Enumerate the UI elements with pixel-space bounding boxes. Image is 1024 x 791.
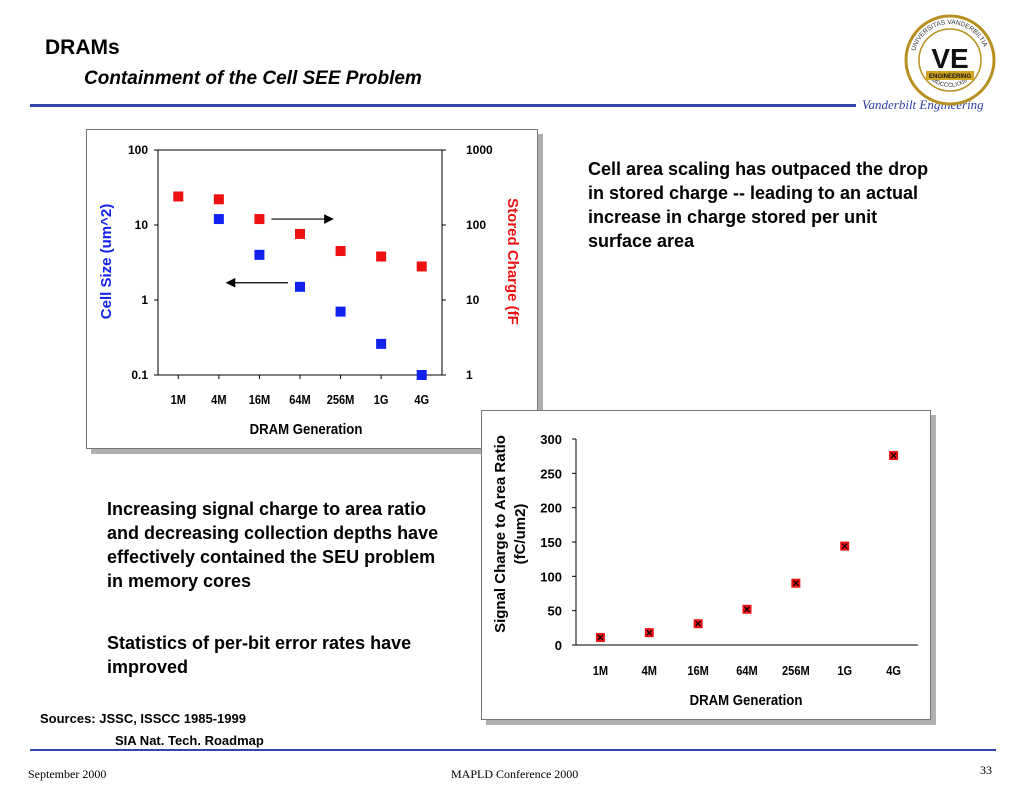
x-tick-label: 1M bbox=[171, 392, 186, 407]
x-tick-label: 4G bbox=[414, 392, 429, 407]
cell-size-point bbox=[254, 249, 265, 260]
footer-conference: MAPLD Conference 2000 bbox=[451, 767, 579, 781]
ratio-point-cross bbox=[744, 606, 750, 613]
seal-monogram: VE bbox=[931, 43, 968, 74]
stored-charge-point bbox=[254, 214, 265, 225]
x-tick-label: 1M bbox=[593, 663, 608, 678]
page-number: 33 bbox=[980, 763, 992, 777]
stored-charge-point bbox=[295, 228, 305, 239]
y-tick-label: 200 bbox=[540, 501, 562, 516]
y-tick-label: 300 bbox=[540, 432, 562, 447]
x-axis-title: DRAM Generation bbox=[690, 691, 803, 708]
ratio-point-cross bbox=[695, 620, 702, 627]
x-tick-label: 4M bbox=[211, 392, 226, 407]
stored-charge-point bbox=[416, 261, 427, 272]
cell-size-point bbox=[376, 338, 387, 349]
x-tick-label: 256M bbox=[782, 663, 810, 678]
header-rule bbox=[30, 104, 856, 107]
footer-date: September 2000 bbox=[28, 767, 107, 781]
right-tick-label: 1 bbox=[466, 368, 473, 382]
ratio-point-cross bbox=[890, 452, 897, 459]
cell-size-point bbox=[416, 370, 427, 380]
y-tick-label: 0 bbox=[555, 638, 562, 653]
seal-ring-text-bottom: MDCCCLXXIII bbox=[930, 77, 969, 89]
charge-area-ratio-chart: 0 50 100 150 200 250 300 1M 4M 16M 64M 256M 1G 4G DRAM… bbox=[492, 432, 918, 708]
ratio-point-cross bbox=[597, 634, 604, 641]
right-axis-title: Stored Charge (fF bbox=[504, 198, 521, 325]
x-tick-label: 64M bbox=[289, 392, 310, 407]
signal-charge-note: Increasing signal charge to area ratio a… bbox=[107, 499, 439, 591]
x-tick-label: 4M bbox=[642, 663, 657, 678]
x-tick-label: 256M bbox=[327, 392, 355, 407]
ratio-point-cross bbox=[841, 543, 848, 550]
x-tick-label: 1G bbox=[374, 392, 389, 407]
left-tick-label: 1 bbox=[141, 293, 148, 307]
right-tick-label: 1000 bbox=[466, 143, 493, 157]
ratio-point-cross bbox=[792, 580, 799, 587]
stored-charge-point bbox=[335, 246, 346, 257]
x-tick-label: 64M bbox=[736, 663, 757, 678]
x-tick-label: 16M bbox=[687, 663, 708, 678]
cell-size-chart-panel: 0.1 1 10 100 1 10 100 1000 1M 4M 16M 64M 256M 1G 4G DRA… bbox=[86, 129, 538, 449]
sources-line-1: Sources: JSSC, ISSCC 1985-1999 bbox=[40, 711, 246, 726]
x-tick-label: 1G bbox=[837, 663, 852, 678]
left-tick-label: 0.1 bbox=[131, 368, 148, 382]
seal-banner-text: ENGINEERING bbox=[929, 74, 971, 80]
y-axis-title-line-1: Signal Charge to Area Ratio bbox=[492, 435, 509, 633]
x-tick-label: 4G bbox=[886, 663, 901, 678]
ratio-point-cross bbox=[646, 629, 653, 636]
y-tick-label: 150 bbox=[540, 535, 562, 550]
x-axis-title: DRAM Generation bbox=[250, 420, 363, 437]
right-tick-label: 10 bbox=[466, 293, 480, 307]
y-tick-label: 100 bbox=[540, 569, 562, 584]
left-tick-label: 10 bbox=[135, 218, 149, 232]
cell-size-stored-charge-chart: 0.1 1 10 100 1 10 100 1000 1M 4M 16M 64M 256M 1G 4G DRA… bbox=[98, 143, 521, 437]
cell-size-point bbox=[213, 214, 224, 225]
y-tick-label: 250 bbox=[540, 466, 562, 481]
right-tick-label: 100 bbox=[466, 218, 486, 232]
vanderbilt-seal-logo: UNIVERSITAS VANDERBILTIA MDCCCLXXIII VE … bbox=[904, 14, 996, 106]
sources-line-2: SIA Nat. Tech. Roadmap bbox=[115, 733, 264, 748]
slide-subtitle: Containment of the Cell SEE Problem bbox=[84, 68, 422, 89]
plot-frame bbox=[157, 149, 443, 376]
stored-charge-point bbox=[213, 194, 224, 205]
stored-charge-point bbox=[376, 251, 387, 262]
left-tick-label: 100 bbox=[128, 143, 148, 157]
stored-charge-point bbox=[173, 191, 184, 202]
charge-ratio-chart-panel: 0 50 100 150 200 250 300 1M 4M 16M 64M 256M 1G 4G DRAM… bbox=[481, 410, 931, 720]
error-rate-note: Statistics of per-bit error rates have i… bbox=[107, 633, 412, 677]
footer-rule bbox=[30, 749, 996, 751]
y-axis-title-line-2: (fC/um2) bbox=[512, 504, 529, 565]
cell-size-point bbox=[295, 281, 305, 292]
left-axis-title: Cell Size (um^2) bbox=[98, 204, 115, 319]
slide-title: DRAMs bbox=[45, 36, 120, 59]
x-tick-label: 16M bbox=[249, 392, 270, 407]
y-tick-label: 50 bbox=[548, 604, 562, 619]
seal-banner bbox=[926, 71, 974, 80]
cell-area-note: Cell area scaling has outpaced the drop … bbox=[588, 159, 929, 251]
cell-size-point bbox=[335, 306, 346, 317]
